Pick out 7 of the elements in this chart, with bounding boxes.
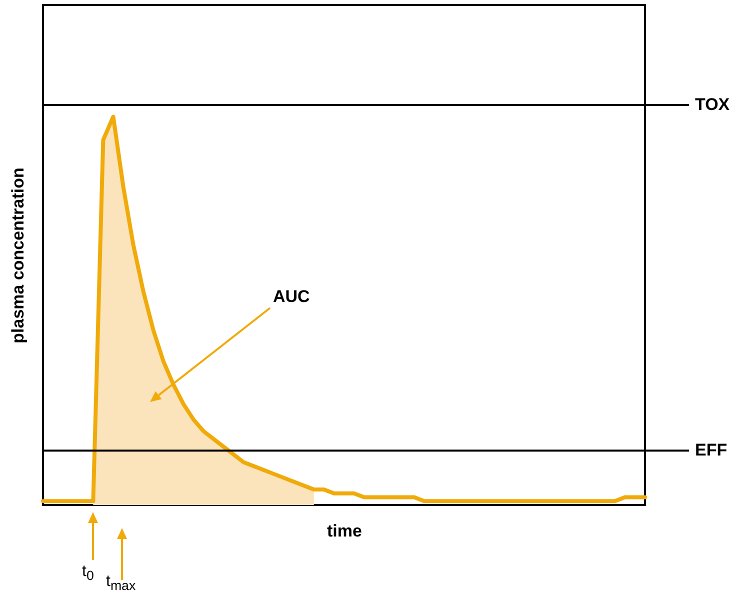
annotation: AUC <box>273 287 310 307</box>
ref-line-label: TOX <box>695 95 730 114</box>
ref-line-label: EFF <box>695 440 728 460</box>
text: t$_{0}$ <box>82 563 94 584</box>
text: t$_{max}$ <box>106 573 136 594</box>
x-axis-title: time <box>327 522 362 540</box>
y-axis-title: plasma concentration <box>8 168 28 344</box>
